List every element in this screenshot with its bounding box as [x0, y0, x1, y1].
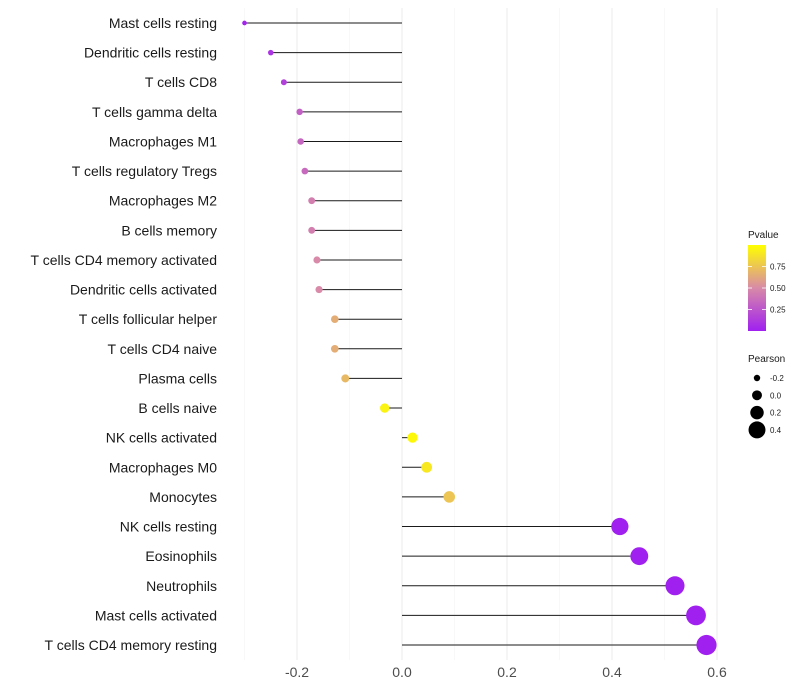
lollipop-point: [330, 344, 339, 353]
category-label: B cells memory: [121, 222, 217, 238]
category-label: Plasma cells: [138, 370, 217, 386]
x-tick-label: -0.2: [285, 664, 309, 680]
pearson-legend-title: Pearson: [748, 354, 785, 365]
size-legend-label: -0.2: [770, 374, 784, 383]
category-label: Mast cells resting: [109, 15, 217, 31]
lollipop-point: [308, 197, 316, 205]
pvalue-colorbar: [748, 245, 766, 331]
lollipop-point: [380, 403, 390, 413]
category-label: Macrophages M1: [109, 133, 217, 149]
lollipop-point: [267, 49, 274, 56]
category-label: Eosinophils: [145, 548, 217, 564]
category-label: T cells CD4 memory activated: [31, 252, 217, 268]
lollipop-stems: [244, 22, 707, 646]
category-label: Macrophages M0: [109, 459, 217, 475]
lollipop-point: [315, 286, 323, 294]
size-legend-label: 0.0: [770, 391, 782, 400]
lollipop-point: [296, 108, 303, 116]
x-tick-label: 0.4: [602, 664, 622, 680]
lollipop-point: [301, 167, 309, 175]
lollipop-point: [443, 491, 456, 503]
lollipop-point: [330, 315, 339, 324]
category-label: Macrophages M2: [109, 193, 217, 209]
category-label: T cells regulatory Tregs: [72, 163, 217, 179]
lollipop-point: [407, 432, 418, 443]
size-legend-dot: [752, 390, 762, 401]
size-legend-dot: [748, 421, 766, 439]
category-label: T cells CD4 memory resting: [45, 637, 217, 653]
x-tick-label: 0.6: [707, 664, 727, 680]
category-label: T cells CD4 naive: [108, 341, 218, 357]
lollipop-point: [686, 605, 706, 626]
pvalue-legend-ticks: 0.75 0.50 0.25: [748, 263, 786, 315]
pvalue-legend: Pvalue 0.75 0.50 0.25: [748, 230, 786, 331]
lollipop-point: [341, 374, 350, 383]
size-legend-dot: [753, 374, 761, 382]
colorbar-tick-label: 0.75: [770, 263, 786, 272]
lollipop-point: [297, 138, 304, 145]
category-label: Dendritic cells activated: [70, 282, 217, 298]
size-legend-label: 0.2: [770, 409, 782, 418]
size-legend-dot: [750, 405, 764, 420]
x-tick-label: 0.2: [497, 664, 517, 680]
category-label: B cells naive: [138, 400, 217, 416]
lollipop-point: [280, 79, 287, 86]
category-label: T cells CD8: [145, 74, 217, 90]
lollipop-points: [242, 20, 717, 656]
category-labels: Mast cells resting Dendritic cells restin…: [31, 15, 218, 653]
category-label: NK cells activated: [106, 430, 217, 446]
category-label: NK cells resting: [120, 519, 217, 535]
category-label: T cells follicular helper: [79, 311, 218, 327]
lollipop-point: [308, 226, 316, 234]
category-label: Dendritic cells resting: [84, 45, 217, 61]
lollipop-point: [242, 20, 247, 26]
pearson-legend: Pearson -0.2 0.0 0.2 0.4: [748, 354, 785, 439]
lollipop-point: [421, 461, 433, 473]
category-label: Mast cells activated: [95, 607, 217, 623]
lollipop-point: [313, 256, 321, 264]
category-label: Neutrophils: [146, 578, 217, 594]
x-axis-tick-labels: -0.2 0.0 0.2 0.4 0.6: [285, 664, 727, 680]
x-tick-label: 0.0: [392, 664, 412, 680]
lollipop-point: [611, 517, 629, 536]
category-label: T cells gamma delta: [92, 104, 217, 120]
category-label: Monocytes: [149, 489, 217, 505]
pearson-legend-items: -0.2 0.0 0.2 0.4: [748, 374, 784, 439]
colorbar-tick-label: 0.50: [770, 284, 786, 293]
lollipop-point: [696, 634, 717, 656]
lollipop-point: [665, 576, 685, 596]
colorbar-tick-label: 0.25: [770, 306, 786, 315]
lollipop-point: [630, 547, 649, 566]
pvalue-legend-title: Pvalue: [748, 230, 779, 241]
size-legend-label: 0.4: [770, 426, 782, 435]
grid-lines: [244, 8, 718, 660]
